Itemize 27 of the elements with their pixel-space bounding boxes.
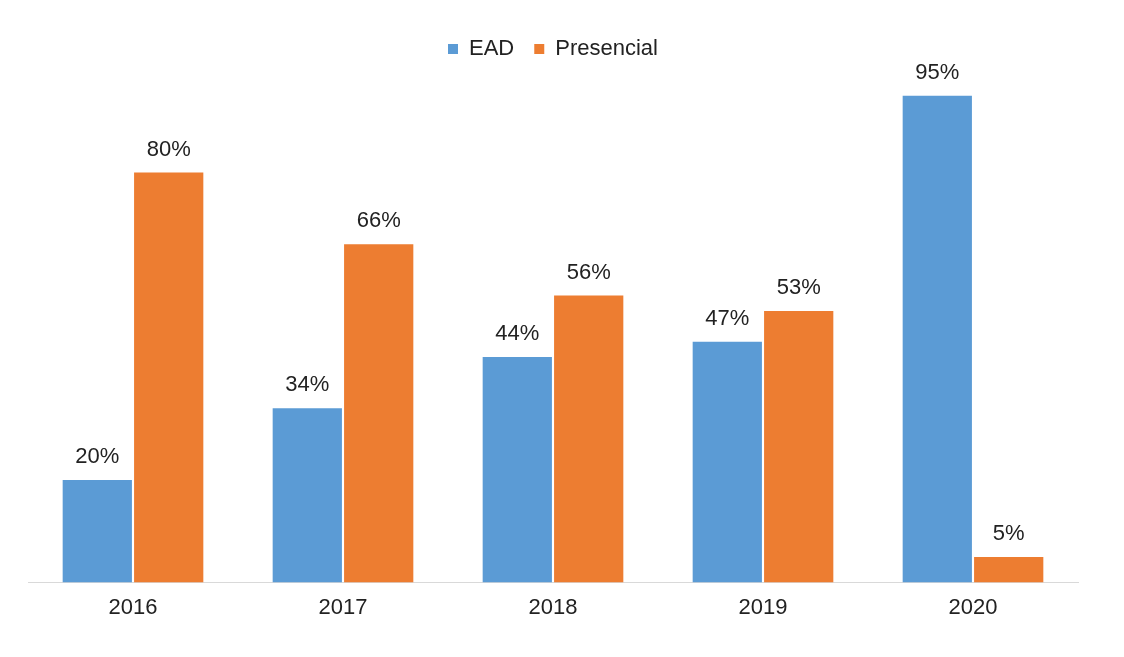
data-label: 5% — [992, 520, 1025, 546]
bar — [692, 341, 762, 583]
data-label: 80% — [146, 135, 191, 161]
legend-label: Presencial — [555, 35, 658, 61]
x-tick-label: 2016 — [108, 593, 158, 619]
legend-label: EAD — [469, 35, 515, 61]
bar — [344, 244, 414, 583]
data-label: 44% — [495, 320, 540, 346]
x-tick-label: 2018 — [528, 593, 578, 619]
x-tick-label: 2019 — [738, 593, 788, 619]
bar — [902, 95, 972, 583]
bar — [134, 172, 204, 583]
data-label: 53% — [776, 273, 821, 299]
data-label: 95% — [915, 58, 960, 84]
bar — [482, 357, 552, 583]
x-tick-label: 2017 — [318, 593, 368, 619]
data-label: 47% — [705, 304, 750, 330]
data-label: 34% — [285, 371, 330, 397]
bar — [764, 310, 834, 583]
data-label: 20% — [75, 443, 120, 469]
bar — [974, 556, 1044, 583]
bar — [272, 408, 342, 583]
data-label: 66% — [356, 207, 401, 233]
data-label: 56% — [566, 258, 611, 284]
x-tick-label: 2020 — [948, 593, 998, 619]
bar — [554, 295, 624, 583]
bar — [62, 480, 132, 583]
